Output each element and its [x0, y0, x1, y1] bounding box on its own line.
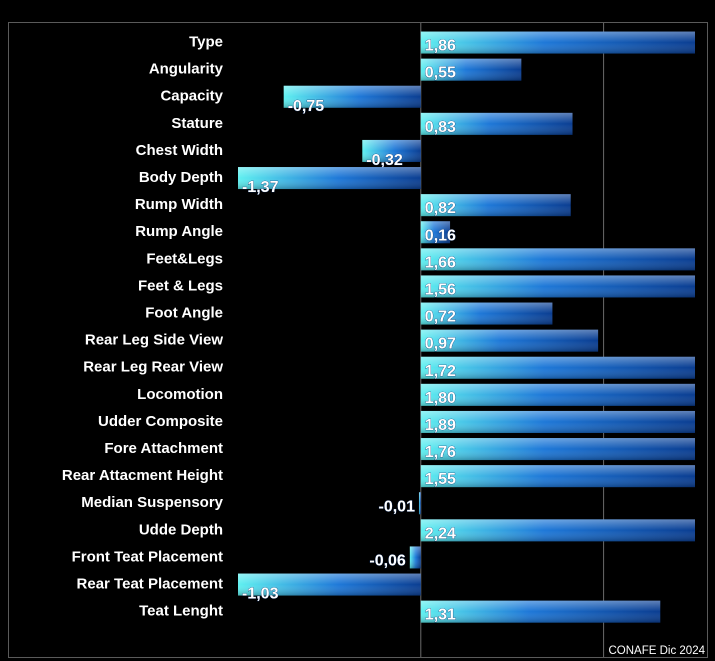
value-label: 0,83	[425, 119, 456, 136]
category-label: Angularity	[149, 61, 224, 78]
bar-shine	[238, 573, 421, 596]
value-label: 1,86	[425, 38, 456, 55]
bar-shine	[420, 438, 695, 461]
bar-shine	[420, 329, 599, 352]
bar-shine	[420, 465, 695, 488]
value-label: 1,89	[425, 417, 456, 434]
bar-chart: Type 1,86 Angularity 0,55 Capacity -0,75 Statu…	[62, 23, 695, 657]
value-label: 0,16	[425, 227, 456, 244]
category-label: Foot Angle	[145, 305, 223, 322]
chart-frame: Type 1,86 Angularity 0,55 Capacity -0,75 Statu…	[8, 22, 708, 658]
category-label: Feet & Legs	[138, 277, 223, 294]
bar-shine	[420, 58, 522, 81]
category-label: Type	[189, 34, 223, 51]
value-label: 2,24	[425, 525, 456, 542]
bar-shine	[420, 519, 695, 542]
bar-shine	[362, 139, 421, 162]
value-label: -0,06	[369, 552, 406, 569]
category-label: Stature	[171, 115, 223, 132]
value-label: 1,31	[425, 607, 456, 624]
bar-shine	[420, 275, 695, 298]
category-label: Fore Attachment	[104, 440, 223, 457]
category-label: Median Suspensory	[81, 494, 223, 511]
category-label: Body Depth	[139, 169, 223, 186]
value-label: -0,01	[379, 498, 416, 515]
value-label: 1,55	[425, 471, 456, 488]
category-label: Front Teat Placement	[72, 548, 223, 565]
category-label: Udder Composite	[98, 413, 223, 430]
bar-shine	[420, 31, 695, 54]
category-label: Rear Attacment Height	[62, 467, 223, 484]
source-note: CONAFE Dic 2024	[608, 645, 705, 657]
bar-shine	[283, 85, 421, 108]
category-label: Feet&Legs	[146, 250, 223, 267]
category-label: Rear Leg Rear View	[83, 359, 223, 376]
bar-shine	[418, 492, 421, 515]
value-label: -1,03	[242, 586, 279, 603]
bar-shine	[420, 248, 695, 271]
bar-shine	[420, 194, 571, 217]
bar-shine	[238, 167, 421, 190]
value-label: 0,82	[425, 200, 456, 217]
bar-shine	[420, 221, 451, 244]
category-label: Capacity	[160, 88, 223, 105]
value-label: 0,55	[425, 65, 456, 82]
bar-shine	[420, 383, 695, 406]
value-label: 1,66	[425, 254, 456, 271]
value-label: 1,56	[425, 281, 456, 298]
bar-shine	[409, 546, 421, 569]
value-label: 0,97	[425, 336, 456, 353]
value-label: 1,76	[425, 444, 456, 461]
value-label: -0,75	[288, 98, 325, 115]
value-label: 0,72	[425, 309, 456, 326]
bar-shine	[420, 356, 695, 379]
bar-shine	[420, 600, 661, 623]
category-label: Rump Angle	[135, 223, 223, 240]
bar-shine	[420, 410, 695, 433]
category-label: Udde Depth	[139, 521, 223, 538]
value-label: 1,80	[425, 390, 456, 407]
category-label: Locomotion	[137, 386, 223, 403]
category-label: Rear Teat Placement	[77, 576, 223, 593]
bar-shine	[420, 302, 553, 325]
category-label: Rear Leg Side View	[85, 332, 223, 349]
category-label: Chest Width	[136, 142, 223, 159]
value-label: -1,37	[242, 179, 279, 196]
bar-shine	[420, 112, 573, 135]
category-label: Teat Lenght	[139, 603, 223, 620]
value-label: 1,72	[425, 363, 456, 380]
category-label: Rump Width	[135, 196, 223, 213]
value-label: -0,32	[366, 152, 403, 169]
